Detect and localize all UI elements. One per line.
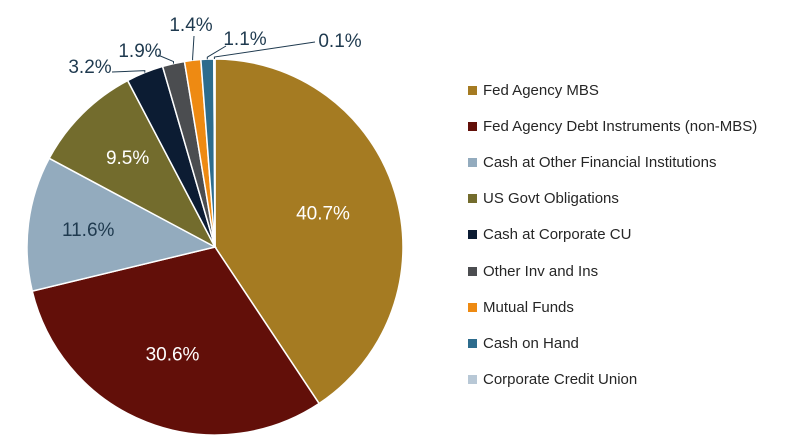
legend-swatch: [468, 338, 477, 348]
legend-item: Cash on Hand: [468, 325, 793, 361]
pie-slice: [48, 79, 217, 249]
leader-line: [206, 45, 227, 60]
slice-label: 9.5%: [106, 148, 149, 169]
legend-label: Cash at Other Financial Institutions: [483, 153, 717, 171]
legend-swatch: [468, 157, 477, 167]
legend-label: US Govt Obligations: [483, 190, 619, 208]
legend-item: US Govt Obligations: [468, 181, 793, 217]
legend-item: Fed Agency MBS: [468, 72, 793, 108]
slice-label: 1.1%: [223, 29, 266, 50]
slice-label: 1.9%: [118, 41, 161, 62]
slice-label: 1.4%: [169, 15, 212, 36]
legend-item: Corporate Credit Union: [468, 362, 793, 398]
legend-item: Other Inv and Ins: [468, 253, 793, 289]
legend-swatch: [468, 375, 477, 385]
slice-label: 30.6%: [146, 345, 200, 366]
legend-swatch: [468, 230, 477, 240]
slice-label: 11.6%: [62, 220, 115, 241]
legend-label: Fed Agency Debt Instruments (non-MBS): [483, 117, 758, 135]
legend-swatch: [468, 194, 477, 204]
pie-slice: [26, 157, 218, 293]
legend: Fed Agency MBS Fed Agency Debt Instrument…: [468, 72, 793, 398]
legend-swatch: [468, 85, 477, 95]
pie-slice: [31, 246, 321, 436]
slice-label: 0.1%: [318, 31, 361, 52]
slice-label: 3.2%: [68, 57, 111, 78]
legend-label: Fed Agency MBS: [483, 81, 599, 99]
legend-swatch: [468, 121, 477, 131]
pie-chart: 40.7% 30.6% 11.6% 9.5% 3.2% 1.9% 1.4% 1.1% 0.1%: [26, 15, 404, 436]
legend-label: Other Inv and Ins: [483, 262, 599, 280]
legend-swatch: [468, 266, 477, 276]
legend-label: Cash on Hand: [483, 334, 579, 352]
leader-line: [192, 35, 195, 61]
legend-item: Cash at Corporate CU: [468, 217, 793, 253]
legend-item: Fed Agency Debt Instruments (non-MBS): [468, 108, 793, 144]
legend-label: Cash at Corporate CU: [483, 226, 632, 244]
legend-item: Cash at Other Financial Institutions: [468, 144, 793, 180]
leader-line: [213, 41, 316, 59]
legend-label: Mutual Funds: [483, 298, 574, 316]
legend-swatch: [468, 302, 477, 312]
legend-label: Corporate Credit Union: [483, 371, 638, 389]
slice-label: 40.7%: [296, 203, 350, 224]
leader-line: [157, 54, 174, 64]
leader-line: [111, 70, 146, 73]
legend-item: Mutual Funds: [468, 289, 793, 325]
